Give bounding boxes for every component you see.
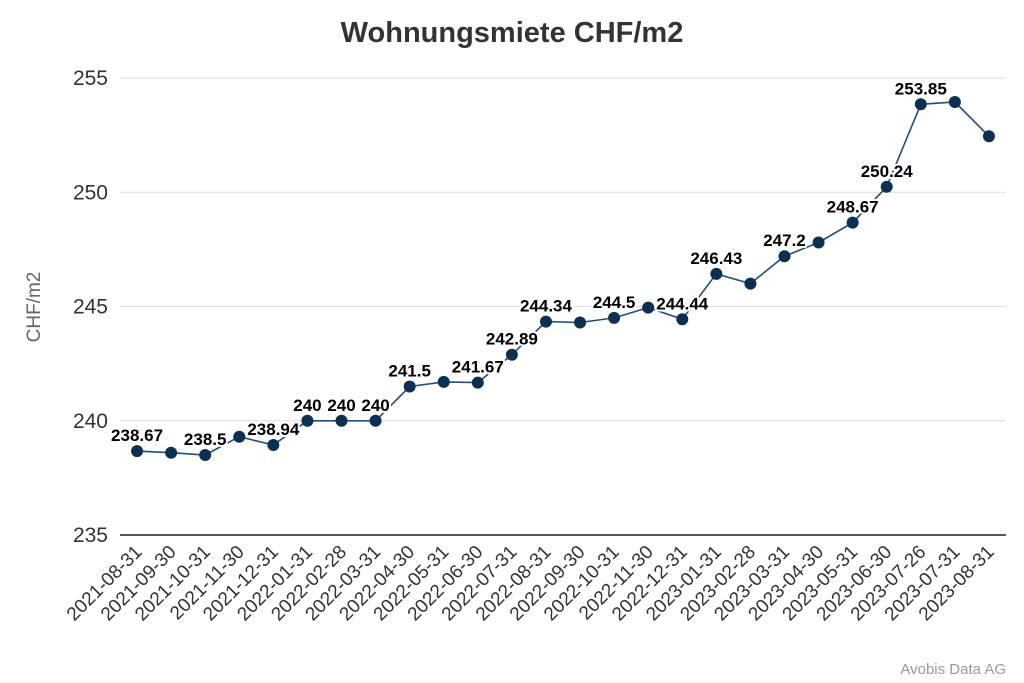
data-label: 246.43: [690, 249, 742, 268]
data-point: [982, 130, 995, 143]
data-label: 241.67: [452, 358, 504, 377]
y-tick-label: 235: [73, 524, 108, 547]
data-label: 241.5: [388, 361, 431, 380]
chart-title: Wohnungsmiete CHF/m2: [341, 17, 684, 49]
x-tick-labels: 2021-08-312021-09-302021-10-312021-11-30…: [63, 542, 999, 626]
data-label: 248.67: [827, 198, 879, 217]
data-point: [471, 376, 484, 389]
data-label: 238.5: [184, 430, 227, 449]
data-label: 253.85: [895, 79, 947, 98]
data-label: 240: [327, 396, 355, 415]
data-point: [233, 430, 246, 443]
credit-text: Avobis Data AG: [900, 661, 1006, 678]
data-point: [710, 267, 723, 280]
data-label: 244.44: [656, 294, 709, 313]
data-label: 244.34: [520, 297, 573, 316]
data-point: [505, 348, 518, 361]
data-point: [335, 414, 348, 427]
data-label: 238.94: [247, 420, 300, 439]
y-axis-label: CHF/m2: [24, 272, 45, 343]
data-point: [642, 301, 655, 314]
data-point: [948, 95, 961, 108]
data-point: [778, 250, 791, 263]
y-tick-label: 245: [73, 296, 108, 319]
y-tick-label: 250: [73, 181, 108, 204]
data-point: [301, 414, 314, 427]
data-point: [846, 216, 859, 229]
data-label: 240: [361, 396, 389, 415]
y-tick-labels: 235 240 245 250 255: [73, 67, 108, 547]
data-point: [608, 311, 621, 324]
data-point: [812, 236, 825, 249]
data-labels: 238.67 238.5 238.94 240 240 240 241.5 241.67 242…: [109, 77, 949, 451]
data-point: [403, 380, 416, 393]
data-point: [369, 414, 382, 427]
data-label: 242.89: [486, 330, 538, 349]
gridlines: [120, 77, 1006, 422]
data-label: 238.67: [111, 426, 163, 445]
data-point: [267, 438, 280, 451]
data-point: [574, 316, 587, 329]
data-label: 250.24: [861, 162, 914, 181]
data-point: [199, 449, 212, 462]
data-point: [676, 313, 689, 326]
y-tick-label: 255: [73, 67, 108, 90]
data-label: 247.2: [763, 231, 806, 250]
y-tick-label: 240: [73, 410, 108, 433]
data-points: [131, 95, 995, 462]
data-point: [165, 446, 178, 459]
data-point: [131, 445, 144, 458]
data-point: [880, 180, 893, 193]
data-point: [437, 375, 450, 388]
data-label: 244.5: [593, 293, 636, 312]
data-point: [539, 315, 552, 328]
data-point: [914, 98, 927, 111]
data-label: 240: [293, 396, 321, 415]
data-point: [744, 277, 757, 290]
series-line: [136, 101, 990, 456]
